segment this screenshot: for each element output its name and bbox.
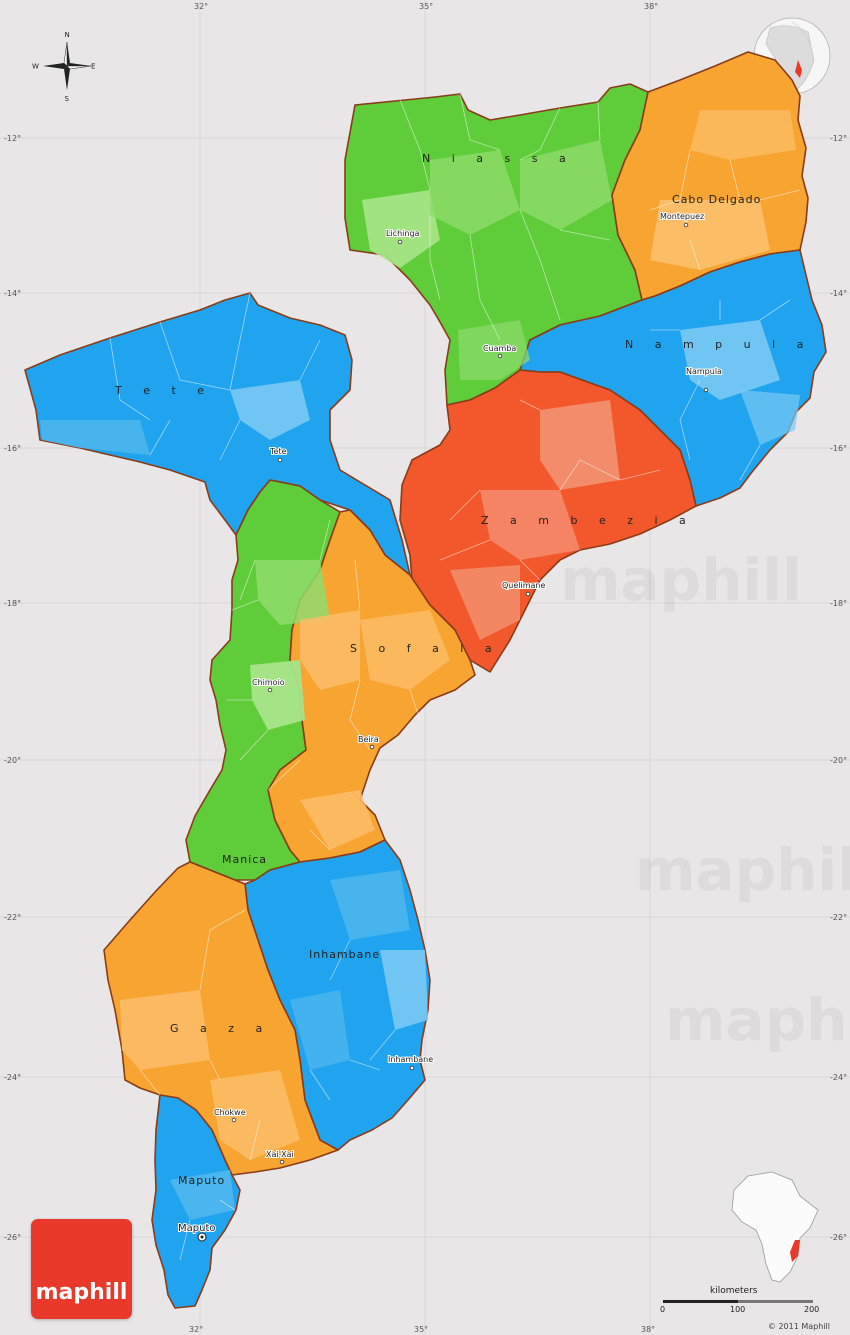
scale-bar-segment bbox=[738, 1300, 813, 1303]
city-dot-icon bbox=[267, 687, 273, 693]
scale-tick-0: 0 bbox=[660, 1305, 666, 1314]
watermark-text: maphill bbox=[635, 836, 850, 904]
city-label-lichinga: Lichinga bbox=[386, 229, 420, 238]
latitude-label: -12° bbox=[830, 134, 847, 143]
longitude-labels-bottom: 32° 35° 38° bbox=[189, 1325, 655, 1334]
longitude-label: 32° bbox=[194, 2, 208, 11]
longitude-labels-top: 32° 35° 38° bbox=[194, 2, 658, 11]
city-label-cuamba: Cuamba bbox=[483, 344, 516, 353]
city-dot-icon bbox=[703, 387, 709, 393]
watermark-text: maphill bbox=[665, 986, 850, 1054]
latitude-label: -18° bbox=[830, 599, 847, 608]
compass-north: N bbox=[65, 31, 70, 39]
city-dot-icon bbox=[497, 353, 503, 359]
province-label-gaza: G a z a bbox=[170, 1022, 271, 1035]
province-label-zambezia: Z a m b e z i a bbox=[481, 514, 695, 527]
latitude-label: -16° bbox=[4, 444, 21, 453]
latitude-label: -12° bbox=[4, 134, 21, 143]
city-dot-icon bbox=[231, 1117, 237, 1123]
watermark-text: maphill bbox=[560, 546, 802, 614]
city-label-inhambane: Inhambane bbox=[388, 1055, 433, 1064]
city-label-montepuez: Montepuez bbox=[660, 212, 704, 221]
city-dot-icon bbox=[525, 591, 531, 597]
city-label-xai-xai: Xai-Xai bbox=[266, 1150, 294, 1159]
province-label-nampula: N a m p u l a bbox=[625, 338, 812, 351]
latitude-label: -20° bbox=[830, 756, 847, 765]
scale-bar: kilometers 0 100 200 bbox=[658, 1286, 828, 1316]
city-label-chimoio: Chimoio bbox=[252, 678, 285, 687]
longitude-label: 35° bbox=[414, 1325, 428, 1334]
city-dot-icon bbox=[279, 1159, 285, 1165]
latitude-label: -26° bbox=[830, 1233, 847, 1242]
latitude-label: -26° bbox=[4, 1233, 21, 1242]
scale-tick-100: 100 bbox=[730, 1305, 746, 1314]
city-label-tete: Tete bbox=[269, 447, 287, 456]
latitude-labels-left: -12° -14° -16° -18° -20° -22° -24° -26° bbox=[4, 134, 21, 1242]
city-markers: Lichinga Montepuez Cuamba Nampula Tete Q… bbox=[177, 211, 723, 1242]
latitude-label: -24° bbox=[830, 1073, 847, 1082]
longitude-label: 35° bbox=[419, 2, 433, 11]
city-label-nampula: Nampula bbox=[686, 367, 722, 376]
compass-rose-icon: N S E W bbox=[32, 31, 95, 103]
compass-south: S bbox=[65, 95, 70, 103]
latitude-label: -18° bbox=[4, 599, 21, 608]
city-dot-icon bbox=[397, 239, 403, 245]
province-label-maputo: Maputo bbox=[178, 1174, 225, 1187]
latitude-label: -22° bbox=[4, 913, 21, 922]
province-label-manica: Manica bbox=[222, 853, 267, 866]
city-label-chokwe: Chokwe bbox=[214, 1108, 246, 1117]
latitude-label: -24° bbox=[4, 1073, 21, 1082]
latitude-label: -20° bbox=[4, 756, 21, 765]
longitude-label: 38° bbox=[644, 2, 658, 11]
latitude-labels-right: -12° -14° -16° -18° -20° -22° -24° -26° bbox=[830, 134, 847, 1242]
city-dot-icon bbox=[409, 1065, 415, 1071]
city-label-quelimane: Quelimane bbox=[502, 581, 546, 590]
district-boundaries bbox=[109, 93, 801, 1261]
copyright-text: © 2011 Maphill bbox=[767, 1322, 830, 1331]
district-shading bbox=[40, 110, 800, 1220]
latitude-label: -14° bbox=[830, 289, 847, 298]
city-label-maputo: Maputo bbox=[178, 1223, 215, 1234]
africa-locator-icon bbox=[731, 1171, 819, 1283]
maphill-logo[interactable]: maphill bbox=[31, 1219, 132, 1319]
latitude-label: -22° bbox=[830, 913, 847, 922]
city-label-beira: Beira bbox=[358, 735, 379, 744]
scale-tick-200: 200 bbox=[804, 1305, 820, 1314]
city-dot-icon bbox=[369, 744, 375, 750]
province-label-tete: T e t e bbox=[114, 384, 213, 397]
province-label-niassa: N i a s s a bbox=[422, 152, 575, 165]
city-dot-icon bbox=[683, 222, 689, 228]
latitude-label: -14° bbox=[4, 289, 21, 298]
province-label-inhambane: Inhambane bbox=[309, 948, 380, 961]
longitude-label: 38° bbox=[641, 1325, 655, 1334]
city-dot-icon bbox=[277, 457, 283, 463]
scale-title: kilometers bbox=[710, 1286, 758, 1296]
latitude-label: -16° bbox=[830, 444, 847, 453]
province-label-cabo-delgado: Cabo Delgado bbox=[672, 193, 761, 206]
province-labels: N i a s s a Cabo Delgado N a m p u l a T… bbox=[114, 152, 812, 1187]
compass-east: E bbox=[91, 63, 95, 71]
province-label-sofala: S o f a l a bbox=[350, 642, 501, 655]
longitude-label: 32° bbox=[189, 1325, 203, 1334]
compass-west: W bbox=[32, 63, 39, 71]
